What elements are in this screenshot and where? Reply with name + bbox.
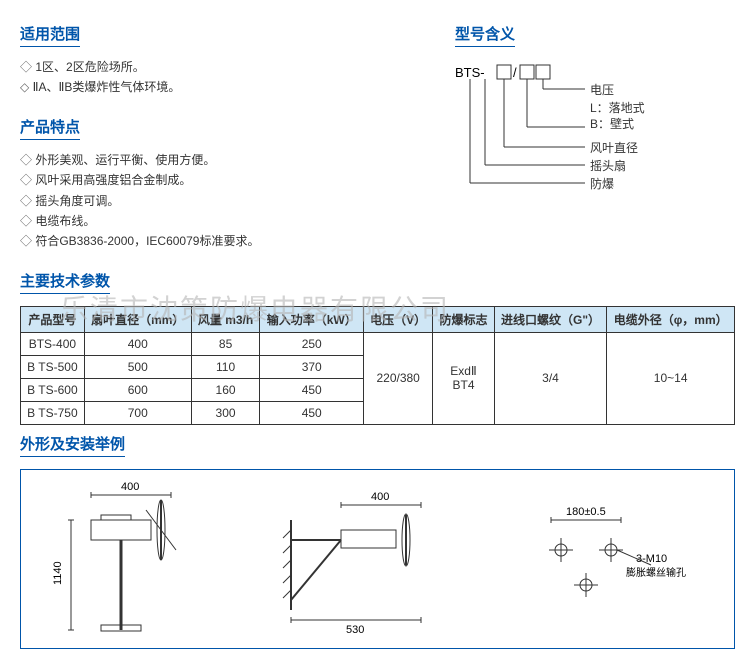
model-prefix: BTS- (455, 65, 485, 80)
model-line: 防爆 (590, 175, 614, 192)
features-list: 外形美观、运行平衡、使用方便。 风叶采用高强度铝合金制成。 摇头角度可调。 电缆… (20, 150, 425, 252)
model-diagram: BTS- / 电压 L：落地式 B：壁式 风叶直径 摇头扇 防爆 (455, 57, 735, 197)
params-table: 产品型号 扇叶直径（mm） 风量 m3/h 输入功率（kW） 电压（V） 防爆标… (20, 306, 735, 425)
td: 85 (191, 332, 260, 355)
th: 电缆外径（φ，mm） (607, 306, 735, 332)
scope-list: 1区、2区危险场所。 ⅡA、ⅡB类爆炸性气体环境。 (20, 57, 425, 98)
th: 产品型号 (21, 306, 85, 332)
scope-item: ⅡA、ⅡB类爆炸性气体环境。 (20, 77, 425, 97)
svg-text:400: 400 (121, 481, 139, 493)
feature-item: 摇头角度可调。 (20, 191, 425, 211)
scope-title: 适用范围 (20, 23, 80, 47)
td: ExdⅡ BT4 (433, 332, 494, 424)
td: 450 (260, 401, 364, 424)
install-title: 外形及安装举例 (20, 433, 125, 457)
th: 电压（V） (363, 306, 432, 332)
td: BTS-400 (21, 332, 85, 355)
model-line: 电压 (590, 81, 614, 98)
feature-item: 符合GB3836-2000，IEC60079标准要求。 (20, 231, 425, 251)
feature-item: 电缆布线。 (20, 211, 425, 231)
td: 700 (84, 401, 191, 424)
th: 风量 m3/h (191, 306, 260, 332)
svg-text:400: 400 (371, 491, 389, 503)
model-title: 型号含义 (455, 23, 515, 47)
td: 370 (260, 355, 364, 378)
svg-text:1140: 1140 (52, 561, 64, 585)
svg-text:膨胀螺丝输孔: 膨胀螺丝输孔 (626, 566, 686, 579)
scope-item: 1区、2区危险场所。 (20, 57, 425, 77)
td: B TS-500 (21, 355, 85, 378)
svg-text:3-M10: 3-M10 (636, 553, 667, 565)
td: 3/4 (494, 332, 607, 424)
th: 输入功率（kW） (260, 306, 364, 332)
td: 220/380 (363, 332, 432, 424)
svg-text:180±0.5: 180±0.5 (566, 506, 606, 518)
td: B TS-750 (21, 401, 85, 424)
td: B TS-600 (21, 378, 85, 401)
td: 250 (260, 332, 364, 355)
params-title: 主要技术参数 (20, 270, 110, 294)
feature-item: 外形美观、运行平衡、使用方便。 (20, 150, 425, 170)
td: 450 (260, 378, 364, 401)
td: 160 (191, 378, 260, 401)
svg-text:530: 530 (346, 624, 364, 636)
td: 400 (84, 332, 191, 355)
td: 110 (191, 355, 260, 378)
td: 500 (84, 355, 191, 378)
th: 防爆标志 (433, 306, 494, 332)
model-line: L：落地式 (590, 99, 645, 116)
model-line: B：壁式 (590, 115, 634, 132)
td: 10~14 (607, 332, 735, 424)
model-line: 风叶直径 (590, 139, 638, 156)
th: 扇叶直径（mm） (84, 306, 191, 332)
feature-item: 风叶采用高强度铝合金制成。 (20, 170, 425, 190)
model-line: 摇头扇 (590, 157, 626, 174)
td: 600 (84, 378, 191, 401)
svg-text:/: / (513, 65, 517, 80)
td: 300 (191, 401, 260, 424)
features-title: 产品特点 (20, 116, 80, 140)
install-diagram: 400 1140 400 (20, 469, 735, 649)
th: 进线口螺纹（G"） (494, 306, 607, 332)
